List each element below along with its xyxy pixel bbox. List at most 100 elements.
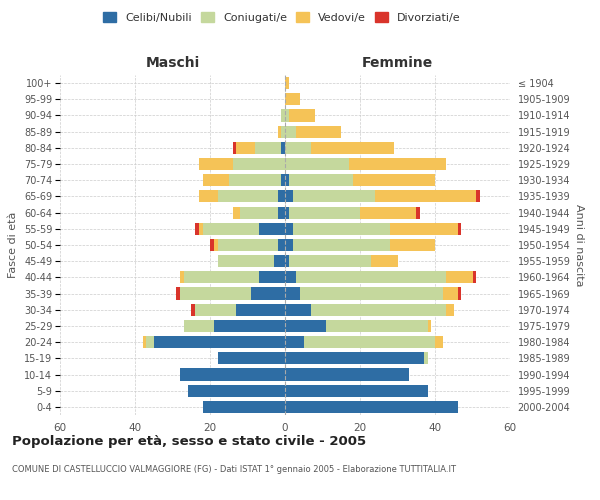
Bar [326,320,427,332]
Bar [233,142,236,154]
Bar [203,222,259,235]
Bar [285,320,326,332]
Bar [214,239,218,251]
Bar [281,142,285,154]
Bar [277,206,285,218]
Bar [184,272,259,283]
Bar [473,272,476,283]
Bar [296,126,341,138]
Bar [311,142,394,154]
Bar [176,288,180,300]
Bar [289,174,353,186]
Bar [424,352,427,364]
Bar [277,190,285,202]
Bar [255,142,281,154]
Bar [154,336,285,348]
Legend: Celibi/Nubili, Coniugati/e, Vedovi/e, Divorziati/e: Celibi/Nubili, Coniugati/e, Vedovi/e, Di… [99,8,465,28]
Bar [281,174,285,186]
Bar [293,222,390,235]
Bar [195,304,236,316]
Bar [143,336,146,348]
Y-axis label: Fasce di età: Fasce di età [8,212,19,278]
Bar [180,288,251,300]
Bar [311,304,446,316]
Bar [229,174,281,186]
Bar [285,174,289,186]
Bar [285,77,289,89]
Bar [281,110,285,122]
Bar [285,190,293,202]
Bar [427,320,431,332]
Bar [285,272,296,283]
Text: COMUNE DI CASTELLUCCIO VALMAGGIORE (FG) - Dati ISTAT 1° gennaio 2005 - Elaborazi: COMUNE DI CASTELLUCCIO VALMAGGIORE (FG) … [12,465,456,474]
Bar [199,190,218,202]
Bar [180,272,184,283]
Bar [289,206,360,218]
Bar [236,304,285,316]
Bar [285,352,424,364]
Bar [240,206,277,218]
Bar [285,401,458,413]
Bar [375,190,476,202]
Bar [458,222,461,235]
Text: Popolazione per età, sesso e stato civile - 2005: Popolazione per età, sesso e stato civil… [12,435,366,448]
Bar [285,384,427,397]
Bar [435,336,443,348]
Bar [285,206,289,218]
Bar [285,304,311,316]
Bar [390,222,458,235]
Bar [218,352,285,364]
Bar [349,158,446,170]
Bar [203,174,229,186]
Bar [251,288,285,300]
Bar [304,336,435,348]
Bar [390,239,435,251]
Bar [293,190,375,202]
Bar [371,255,398,268]
Bar [184,320,214,332]
Bar [259,222,285,235]
Bar [281,126,285,138]
Bar [296,272,446,283]
Bar [203,401,285,413]
Bar [210,239,214,251]
Bar [218,190,277,202]
Bar [285,142,311,154]
Bar [180,368,285,380]
Bar [199,222,203,235]
Text: Femmine: Femmine [362,56,433,70]
Bar [289,255,371,268]
Bar [446,304,454,316]
Bar [146,336,154,348]
Bar [458,288,461,300]
Bar [218,239,277,251]
Bar [285,368,409,380]
Bar [277,239,285,251]
Bar [233,158,285,170]
Bar [289,110,315,122]
Text: Maschi: Maschi [145,56,200,70]
Bar [353,174,435,186]
Bar [476,190,480,202]
Bar [187,384,285,397]
Bar [443,288,458,300]
Bar [285,93,300,106]
Bar [199,158,233,170]
Bar [285,110,289,122]
Bar [236,142,255,154]
Bar [285,288,300,300]
Bar [285,158,349,170]
Bar [285,126,296,138]
Bar [259,272,285,283]
Bar [277,126,281,138]
Bar [214,320,285,332]
Bar [233,206,240,218]
Bar [218,255,274,268]
Bar [191,304,195,316]
Bar [360,206,416,218]
Bar [300,288,443,300]
Bar [285,239,293,251]
Bar [285,336,304,348]
Bar [293,239,390,251]
Bar [446,272,473,283]
